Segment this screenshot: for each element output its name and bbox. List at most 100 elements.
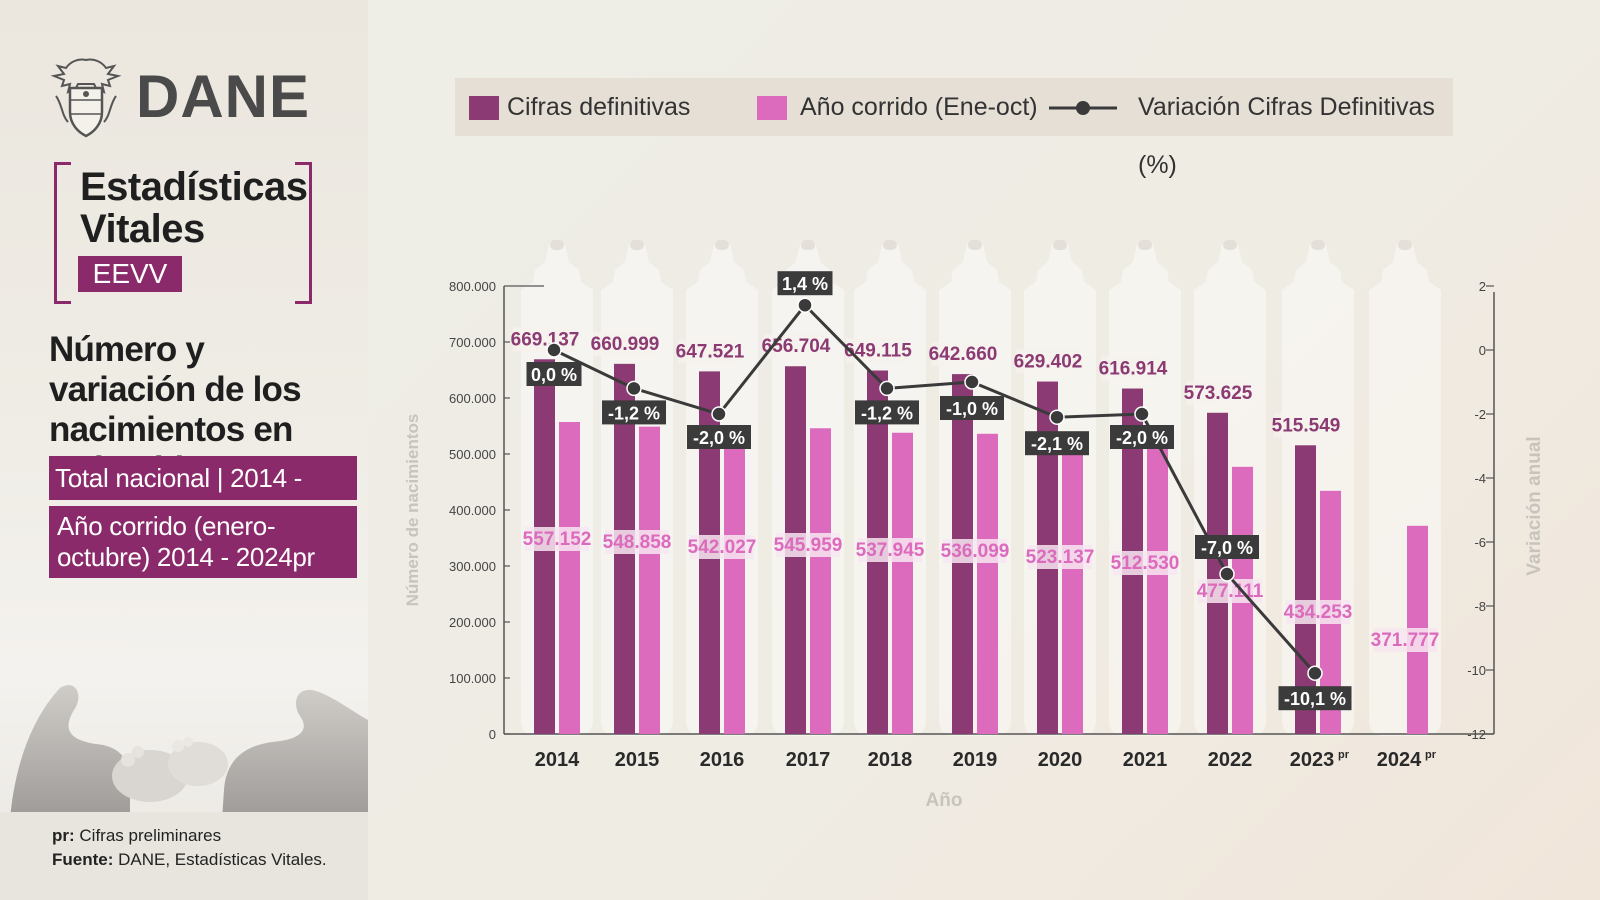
y-tick-label: 700.000 [449,335,496,350]
footnote-band [0,812,368,900]
variation-label-bg [602,400,666,425]
data-label-definitivas: 647.521 [676,341,745,362]
bar-ano-corrido [559,421,580,734]
bottle-nipple-icon [1053,240,1067,250]
legend-label-definitivas: Cifras definitivas [507,93,691,121]
data-label-bg [1101,356,1165,381]
baby-bottle-icon [686,244,758,736]
title-bracket-frame [54,162,312,304]
x-tick-label: 2024 [1377,749,1422,771]
variation-label: -1,0 % [946,399,998,419]
data-label-ano-corrido: 371.777 [1371,630,1440,651]
y2-tick-label: -2 [1474,407,1486,422]
data-label-bg [1016,349,1080,374]
data-label-definitivas: 649.115 [844,340,912,361]
footnote-source: Fuente: DANE, Estadísticas Vitales. [52,850,327,870]
y-tick-label: 0 [489,727,496,742]
logo-text: DANE [136,63,311,130]
baby-bottle-icon [854,244,926,736]
bar-ano-corrido [639,426,660,734]
variation-label: -2,0 % [1116,428,1168,448]
variation-label-bg [855,400,919,425]
main-title: Número y variación de los nacimientos en… [49,330,302,489]
y-tick-label: 400.000 [449,503,496,518]
variation-point [711,406,727,422]
footnote-pr-label: pr: [52,826,75,845]
footnote-source-label: Fuente: [52,850,114,869]
bar-cifras-definitivas [1295,445,1316,734]
legend-swatch-definitivas [469,96,499,120]
variation-label-bg [526,362,582,386]
variation-label-bg [1110,425,1174,449]
footnote-pr-text: Cifras preliminares [79,826,222,845]
y-axis-title: Número de nacimientos [403,414,422,607]
variation-point [1307,665,1323,681]
y2-tick-label: 2 [1479,279,1486,294]
data-label-bg [776,533,840,557]
baby-bottle-icon [1194,244,1266,736]
data-label-ano-corrido: 537.945 [856,540,925,561]
y-tick-label: 300.000 [449,559,496,574]
series-title: Estadísticas Vitales [80,165,308,251]
left-bracket [54,162,71,304]
variation-point [797,297,813,313]
legend-label-variacion: Variación Cifras Definitivas (%) [1138,93,1435,179]
data-label-definitivas: 660.999 [591,334,660,355]
x-tick-label: 2017 [786,749,831,771]
x-tick-label: 2020 [1038,749,1083,771]
bar-ano-corrido [724,430,745,734]
x-tick-label: 2021 [1123,749,1168,771]
hands-holding-baby-feet-image [0,680,368,820]
variation-label: -2,1 % [1031,434,1083,454]
variation-label-bg [1195,535,1259,559]
y-tick-label: 600.000 [449,391,496,406]
variation-point [1134,406,1150,422]
data-label-bg [764,334,828,359]
baby-bottle-icon [1109,244,1181,736]
bottle-nipple-icon [550,240,564,250]
dane-coat-of-arms-icon [48,56,124,138]
baby-bottle-icon [601,244,673,736]
variation-label-bg [777,271,833,296]
data-label-ano-corrido: 542.027 [688,537,757,558]
y-tick-label: 800.000 [449,279,496,294]
data-label-ano-corrido: 512.530 [1111,553,1180,574]
variation-label: -10,1 % [1284,689,1346,709]
data-label-bg [1028,545,1092,569]
y2-tick-label: -4 [1474,471,1486,486]
bottle-nipple-icon [801,240,815,250]
data-label-bg [1373,628,1437,652]
variation-label: 0,0 % [531,365,577,385]
variation-point [879,380,895,397]
y-tick-label: 100.000 [449,671,496,686]
data-label-definitivas: 573.625 [1184,383,1253,404]
bottle-nipple-icon [1311,240,1325,250]
chart-legend: Cifras definitivas Año corrido (Ene-oct)… [455,78,1453,179]
variation-label-bg [940,396,1004,420]
data-label-bg [678,339,742,364]
legend-swatch-ano-corrido [757,96,787,120]
variation-label: -7,0 % [1201,538,1253,558]
data-label-bg [858,538,922,562]
x-tick-label: 2014 [535,749,580,771]
series-badge: EEVV [78,256,182,292]
variation-point [1219,566,1235,582]
data-label-definitivas: 629.402 [1014,352,1083,373]
data-label-bg [1186,380,1250,405]
baby-bottle-icon [521,244,593,736]
bottle-nipple-icon [630,240,644,250]
bottle-nipple-icon [1138,240,1152,250]
data-label-definitivas: 656.704 [762,336,831,357]
y-tick-label: 200.000 [449,615,496,630]
bottle-nipple-icon [968,240,982,250]
data-label-definitivas: 616.914 [1099,359,1168,380]
variation-label-bg [687,425,751,449]
data-label-definitivas: 669.137 [511,329,580,350]
y2-axis-title: Variación anual [1524,436,1545,575]
variation-label: -1,2 % [861,403,913,423]
baby-bottle-icon [1282,244,1354,736]
bottle-nipple-icon [1223,240,1237,250]
legend-label-ano-corrido: Año corrido (Ene-oct) [800,93,1038,121]
x-tick-label: 2019 [953,749,998,771]
